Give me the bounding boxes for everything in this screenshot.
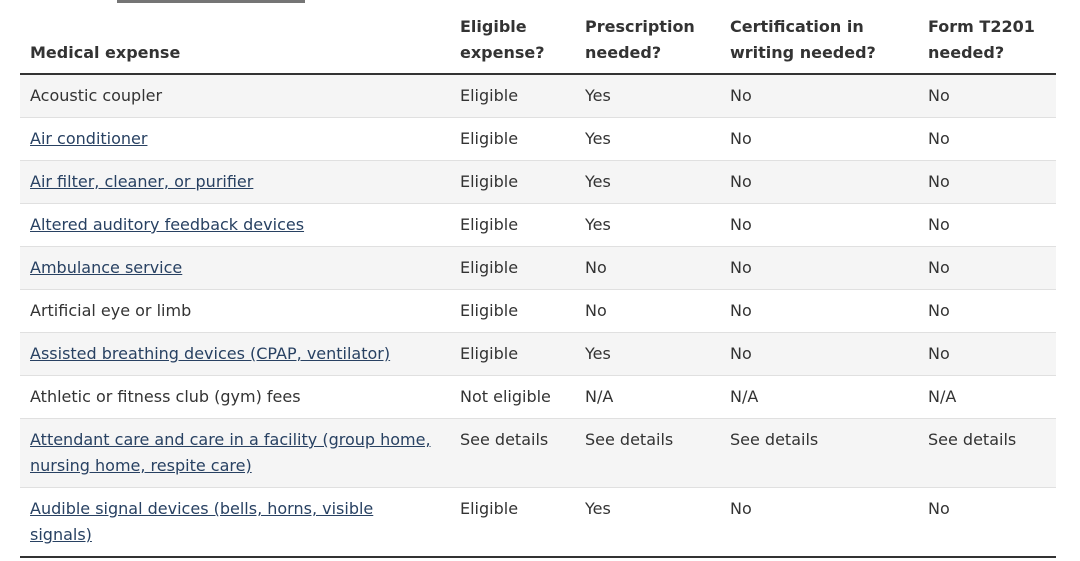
expense-name-cell: Athletic or fitness club (gym) fees: [20, 376, 450, 419]
prescription-cell: Yes: [585, 129, 611, 148]
form-t2201-cell: No: [928, 172, 950, 191]
table-row: Assisted breathing devices (CPAP, ventil…: [20, 332, 1056, 376]
column-header-form-t2201-needed: Form T2201 needed?: [918, 8, 1056, 75]
form-t2201-cell: No: [928, 499, 950, 518]
prescription-cell: Yes: [585, 499, 611, 518]
form-t2201-cell: No: [928, 215, 950, 234]
eligible-cell: Eligible: [460, 258, 519, 277]
table-row: Audible signal devices (bells, horns, vi…: [20, 487, 1056, 558]
form-t2201-cell: No: [928, 344, 950, 363]
certification-cell: No: [730, 499, 752, 518]
expense-link[interactable]: Audible signal devices (bells, horns, vi…: [30, 499, 374, 544]
certification-cell: No: [730, 344, 752, 363]
eligible-cell: Eligible: [460, 172, 519, 191]
expense-name-cell: Altered auditory feedback devices: [20, 204, 450, 247]
column-header-certification-needed: Certification in writing needed?: [720, 8, 918, 75]
prescription-cell: Yes: [585, 172, 611, 191]
prescription-cell: See details: [585, 430, 674, 449]
expense-name-cell: Air conditioner: [20, 118, 450, 161]
certification-cell: N/A: [730, 387, 759, 406]
eligible-cell: Eligible: [460, 344, 519, 363]
expense-link[interactable]: Air filter, cleaner, or purifier: [30, 172, 254, 191]
prescription-cell: Yes: [585, 344, 611, 363]
table-row: Acoustic coupler Eligible Yes No No: [20, 74, 1056, 118]
prescription-cell: Yes: [585, 86, 611, 105]
expense-name-cell: Artificial eye or limb: [20, 290, 450, 333]
form-t2201-cell: N/A: [928, 387, 957, 406]
table-row: Athletic or fitness club (gym) fees Not e…: [20, 375, 1056, 419]
cropped-link-underline: [117, 0, 305, 3]
expense-name-cell: Assisted breathing devices (CPAP, ventil…: [20, 333, 450, 376]
form-t2201-cell: No: [928, 129, 950, 148]
prescription-cell: No: [585, 301, 607, 320]
table-header: Medical expense Eligible expense? Prescr…: [20, 8, 1056, 75]
expense-link[interactable]: Air conditioner: [30, 129, 148, 148]
expense-label: Acoustic coupler: [30, 86, 163, 105]
certification-cell: No: [730, 215, 752, 234]
prescription-cell: Yes: [585, 215, 611, 234]
expense-label: Athletic or fitness club (gym) fees: [30, 387, 301, 406]
certification-cell: No: [730, 301, 752, 320]
form-t2201-cell: No: [928, 86, 950, 105]
prescription-cell: No: [585, 258, 607, 277]
table-body: Acoustic coupler Eligible Yes No No Air condi…: [20, 74, 1056, 557]
expense-name-cell: Acoustic coupler: [20, 74, 450, 118]
certification-cell: See details: [730, 430, 819, 449]
expense-name-cell: Air filter, cleaner, or purifier: [20, 161, 450, 204]
expense-label: Artificial eye or limb: [30, 301, 192, 320]
eligible-cell: Eligible: [460, 301, 519, 320]
eligible-cell: Eligible: [460, 129, 519, 148]
column-header-medical-expense: Medical expense: [20, 8, 450, 75]
eligible-cell: Eligible: [460, 215, 519, 234]
column-header-eligible-expense: Eligible expense?: [450, 8, 575, 75]
certification-cell: No: [730, 258, 752, 277]
form-t2201-cell: No: [928, 258, 950, 277]
eligible-cell: Eligible: [460, 86, 519, 105]
header-row: Medical expense Eligible expense? Prescr…: [20, 8, 1056, 75]
eligible-cell: Eligible: [460, 499, 519, 518]
table-row: Air conditioner Eligible Yes No No: [20, 117, 1056, 161]
expense-link[interactable]: Assisted breathing devices (CPAP, ventil…: [30, 344, 391, 363]
form-t2201-cell: No: [928, 301, 950, 320]
column-header-prescription-needed: Prescription needed?: [575, 8, 720, 75]
eligible-cell: See details: [460, 430, 549, 449]
certification-cell: No: [730, 129, 752, 148]
expense-name-cell: Ambulance service: [20, 247, 450, 290]
expense-name-cell: Audible signal devices (bells, horns, vi…: [20, 488, 450, 558]
certification-cell: No: [730, 86, 752, 105]
medical-expenses-table: Medical expense Eligible expense? Prescr…: [20, 8, 1056, 558]
table-row: Artificial eye or limb Eligible No No No: [20, 289, 1056, 333]
expense-name-cell: Attendant care and care in a facility (g…: [20, 419, 450, 488]
table-row: Attendant care and care in a facility (g…: [20, 418, 1056, 488]
prescription-cell: N/A: [585, 387, 614, 406]
table-row: Air filter, cleaner, or purifier Eligible…: [20, 160, 1056, 204]
eligible-cell: Not eligible: [460, 387, 551, 406]
expense-link[interactable]: Ambulance service: [30, 258, 183, 277]
form-t2201-cell: See details: [928, 430, 1017, 449]
expense-link[interactable]: Altered auditory feedback devices: [30, 215, 305, 234]
certification-cell: No: [730, 172, 752, 191]
table-row: Altered auditory feedback devices Eligibl…: [20, 203, 1056, 247]
table-row: Ambulance service Eligible No No No: [20, 246, 1056, 290]
expense-link[interactable]: Attendant care and care in a facility (g…: [30, 430, 431, 475]
